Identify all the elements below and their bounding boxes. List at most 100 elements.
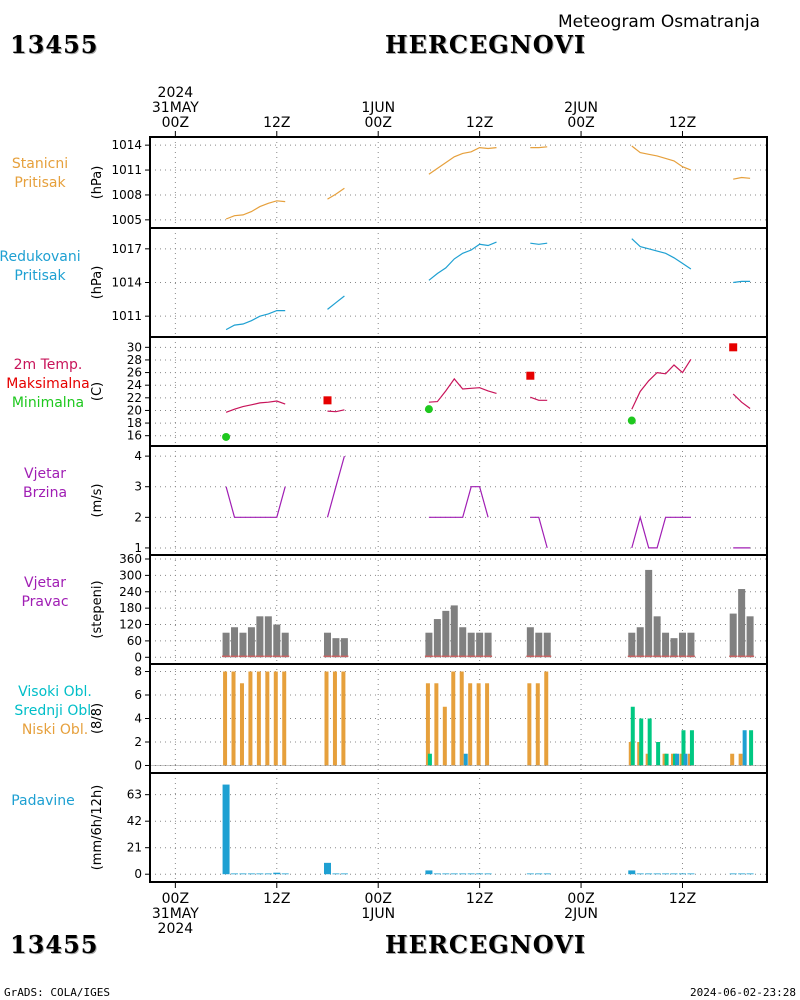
data-bar — [543, 632, 551, 658]
y-tick-label: 1014 — [111, 276, 142, 290]
data-bar — [738, 873, 746, 875]
series-line — [428, 486, 489, 518]
y-tick-label: 26 — [127, 366, 142, 380]
cloud-bar — [231, 671, 236, 766]
series-line — [327, 409, 345, 413]
series-line — [225, 200, 286, 220]
y-tick-label: 0 — [134, 650, 142, 664]
y-tick-label: 28 — [127, 353, 142, 367]
label-line: Pritisak — [14, 268, 66, 284]
series-line — [428, 377, 497, 403]
footer-station-name: HERCEGNOVI — [385, 930, 587, 959]
data-bar — [442, 873, 450, 875]
x-tick-label-top: 00Z — [567, 115, 594, 131]
data-bar — [442, 610, 450, 658]
data-bar — [332, 873, 340, 875]
label-line: Redukovani — [0, 249, 81, 265]
cloud-bar — [239, 683, 244, 766]
data-bar — [247, 627, 255, 658]
data-bar — [687, 632, 695, 658]
data-bar — [746, 616, 754, 658]
cloud-bar — [332, 671, 337, 766]
x-tick-label-bottom: 1JUN — [361, 906, 395, 922]
data-bar — [239, 632, 247, 658]
meteogram-subtitle: Meteogram Osmatranja — [558, 12, 761, 32]
cloud-bar — [485, 683, 490, 766]
label-line: Brzina — [22, 485, 68, 501]
y-tick-label: 3 — [134, 480, 142, 494]
data-bar — [729, 873, 737, 875]
data-bar — [645, 569, 653, 658]
cloud-bar — [527, 683, 532, 766]
cloud-bar — [639, 718, 644, 766]
x-tick-label-bottom: 31MAY — [152, 906, 199, 922]
cloud-bar — [425, 683, 430, 766]
x-tick-label-top: 1JUN — [361, 100, 395, 116]
data-bar — [678, 632, 686, 658]
label-line: Stanicni — [11, 156, 69, 172]
y-tick-label: 21 — [127, 841, 142, 855]
series-line — [428, 241, 497, 281]
cloud-bar — [451, 671, 456, 766]
cloud-bar — [630, 706, 635, 766]
cloud-bar — [730, 753, 735, 766]
cloud-bar — [265, 671, 270, 766]
data-bar — [645, 873, 653, 875]
y-tick-label: 18 — [127, 416, 142, 430]
cloud-bar — [434, 683, 439, 766]
y-tick-label: 1008 — [111, 188, 142, 202]
footer-credit: GrADS: COLA/IGES — [4, 986, 110, 999]
x-tick-label-bottom: 12Z — [466, 891, 493, 907]
x-tick-label-top: 00Z — [365, 115, 392, 131]
cloud-bar — [282, 671, 287, 766]
x-tick-label-bottom: 12Z — [263, 891, 290, 907]
y-tick-label: 2 — [134, 510, 142, 524]
data-bar — [433, 873, 441, 875]
series-line — [631, 515, 691, 549]
label-line: Pritisak — [14, 175, 66, 191]
series-line — [530, 516, 548, 549]
panel-frame — [149, 336, 768, 447]
max-temp-marker — [526, 371, 535, 380]
y-tick-label: 8 — [134, 665, 142, 679]
data-bar — [678, 873, 686, 875]
data-bar — [323, 862, 331, 875]
data-bar — [687, 873, 695, 875]
x-tick-label-top: 2JUN — [564, 100, 598, 116]
data-bar — [476, 632, 484, 658]
series-line — [327, 295, 345, 310]
series-line — [428, 146, 497, 175]
min-temp-marker — [627, 416, 636, 425]
cloud-bar — [463, 753, 468, 766]
data-bar — [273, 872, 281, 875]
series-line — [733, 280, 751, 284]
data-bar — [467, 632, 475, 658]
y-tick-label: 360 — [119, 552, 142, 566]
x-tick-label-top: 2024 — [158, 85, 194, 101]
data-bar — [459, 627, 467, 658]
data-bar — [535, 632, 543, 658]
footer-station-id: 13455 — [10, 930, 99, 959]
data-bar — [526, 627, 534, 658]
data-bar — [476, 873, 484, 875]
label-line: Maksimalna — [6, 376, 90, 392]
x-tick-label-top: 12Z — [466, 115, 493, 131]
y-tick-label: 1011 — [111, 163, 142, 177]
data-bar — [526, 873, 534, 875]
x-tick-label-bottom: 12Z — [669, 891, 696, 907]
cloud-bar — [647, 718, 652, 766]
cloud-bar — [683, 753, 688, 766]
cloud-bar — [273, 671, 278, 766]
y-tick-label: 60 — [127, 634, 142, 648]
cloud-bar — [749, 730, 754, 766]
y-tick-label: 180 — [119, 601, 142, 615]
data-bar — [340, 873, 348, 875]
data-bar — [459, 873, 467, 875]
x-tick-label-top: 00Z — [162, 115, 189, 131]
data-bar — [628, 870, 636, 875]
label-precip: Padavine — [0, 792, 108, 811]
y-axis-label: (mm/6h/12h) — [90, 785, 105, 871]
data-bar — [425, 632, 433, 658]
y-tick-label: 1017 — [111, 242, 142, 256]
